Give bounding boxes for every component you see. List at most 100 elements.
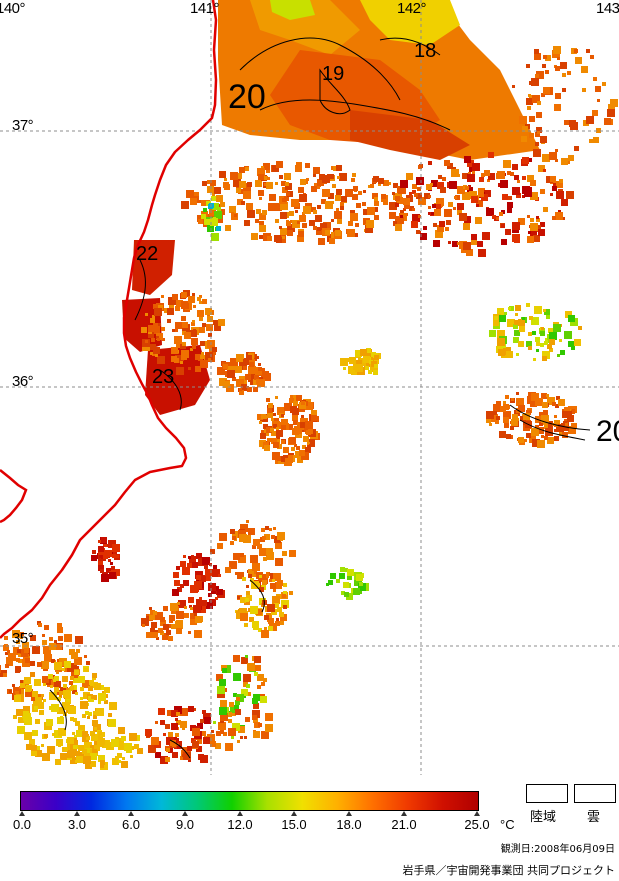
sst-pixel — [196, 553, 202, 559]
sst-pixel — [556, 181, 563, 188]
sst-pixel — [43, 699, 46, 702]
sst-pixel — [478, 188, 485, 195]
sst-pixel — [34, 706, 38, 710]
sst-pixel — [70, 717, 74, 721]
sst-pixel — [244, 220, 250, 226]
sst-pixel — [365, 225, 373, 233]
sst-pixel — [35, 697, 42, 704]
sst-pixel — [275, 558, 283, 566]
sst-pixel — [555, 149, 558, 152]
sst-pixel — [207, 316, 213, 322]
sst-pixel — [182, 567, 190, 575]
sst-pixel — [467, 160, 474, 167]
sst-pixel — [261, 528, 265, 532]
sst-pixel — [299, 194, 307, 202]
sst-pixel — [545, 339, 548, 342]
sst-pixel — [533, 358, 536, 361]
sst-pixel — [269, 579, 272, 582]
sst-pixel — [504, 312, 507, 315]
sst-pixel — [211, 233, 219, 241]
sst-pixel — [168, 297, 176, 305]
sst-pixel — [182, 342, 186, 346]
sst-pixel — [232, 377, 236, 381]
sst-pixel — [243, 366, 247, 370]
sst-pixel — [112, 554, 116, 558]
sst-pixel — [281, 425, 286, 430]
sst-pixel — [475, 217, 482, 224]
colorbar-tick-mark — [19, 811, 25, 816]
sst-pixel — [54, 640, 57, 643]
sst-pixel — [313, 174, 316, 177]
sst-pixel — [276, 618, 279, 621]
sst-pixel — [20, 683, 25, 688]
sst-pixel — [227, 712, 232, 717]
sst-pixel — [91, 555, 97, 561]
sst-pixel — [231, 736, 234, 739]
sst-pixel — [193, 605, 201, 613]
sst-pixel — [253, 731, 260, 738]
colorbar-tick-label: 3.0 — [67, 817, 87, 832]
sst-pixel — [180, 584, 184, 588]
sst-pixel — [250, 606, 258, 614]
sst-pixel — [467, 187, 473, 193]
sst-pixel — [481, 173, 485, 177]
sst-pixel — [258, 628, 262, 632]
sst-pixel — [325, 230, 330, 235]
sst-pixel — [236, 185, 241, 190]
sst-pixel — [200, 719, 204, 723]
sst-pixel — [526, 341, 532, 347]
sst-pixel — [368, 185, 371, 188]
sst-pixel — [355, 223, 359, 227]
sst-pixel — [208, 583, 216, 591]
sst-pixel — [160, 756, 168, 764]
sst-pixel — [512, 164, 518, 170]
sst-pixel — [67, 665, 74, 672]
sst-pixel — [276, 161, 283, 168]
sst-pixel — [381, 194, 386, 199]
sst-pixel — [417, 187, 421, 191]
sst-pixel — [236, 188, 241, 193]
sst-pixel — [243, 359, 249, 365]
colorbar-tick-label: 12.0 — [227, 817, 253, 832]
sst-pixel — [530, 192, 538, 200]
sst-pixel — [343, 582, 349, 588]
sst-pixel — [305, 447, 311, 453]
sst-pixel — [273, 527, 276, 530]
sst-pixel — [280, 212, 287, 219]
sst-pixel — [145, 340, 148, 343]
sst-pixel — [104, 700, 108, 704]
sst-pixel — [163, 634, 167, 638]
sst-pixel — [529, 116, 535, 122]
sst-pixel — [608, 104, 615, 111]
sst-pixel — [266, 552, 274, 560]
sst-pixel — [286, 220, 289, 223]
sst-pixel — [267, 177, 270, 180]
sst-pixel — [51, 659, 55, 663]
sst-pixel — [486, 411, 494, 419]
sst-pixel — [484, 170, 490, 176]
sst-pixel — [165, 724, 170, 729]
sst-pixel — [62, 668, 65, 671]
sst-pixel — [98, 755, 105, 762]
sst-pixel — [100, 755, 103, 758]
sst-pixel — [207, 186, 214, 193]
sst-pixel — [543, 87, 550, 94]
sst-pixel — [285, 455, 288, 458]
sst-pixel — [94, 727, 97, 730]
sst-pixel — [31, 750, 37, 756]
sst-pixel — [275, 582, 282, 589]
sst-pixel — [64, 634, 72, 642]
sst-pixel — [230, 707, 236, 713]
sst-pixel — [53, 679, 56, 682]
sst-pixel — [261, 166, 264, 169]
sst-pixel — [277, 607, 282, 612]
sst-pixel — [193, 708, 196, 711]
sst-pixel — [0, 665, 1, 673]
sst-pixel — [273, 413, 276, 416]
sst-pixel — [554, 429, 557, 432]
sst-pixel — [176, 628, 182, 634]
sst-pixel — [98, 546, 104, 552]
sst-pixel — [107, 544, 110, 547]
sst-pixel — [57, 717, 64, 724]
sst-pixel — [167, 308, 174, 315]
